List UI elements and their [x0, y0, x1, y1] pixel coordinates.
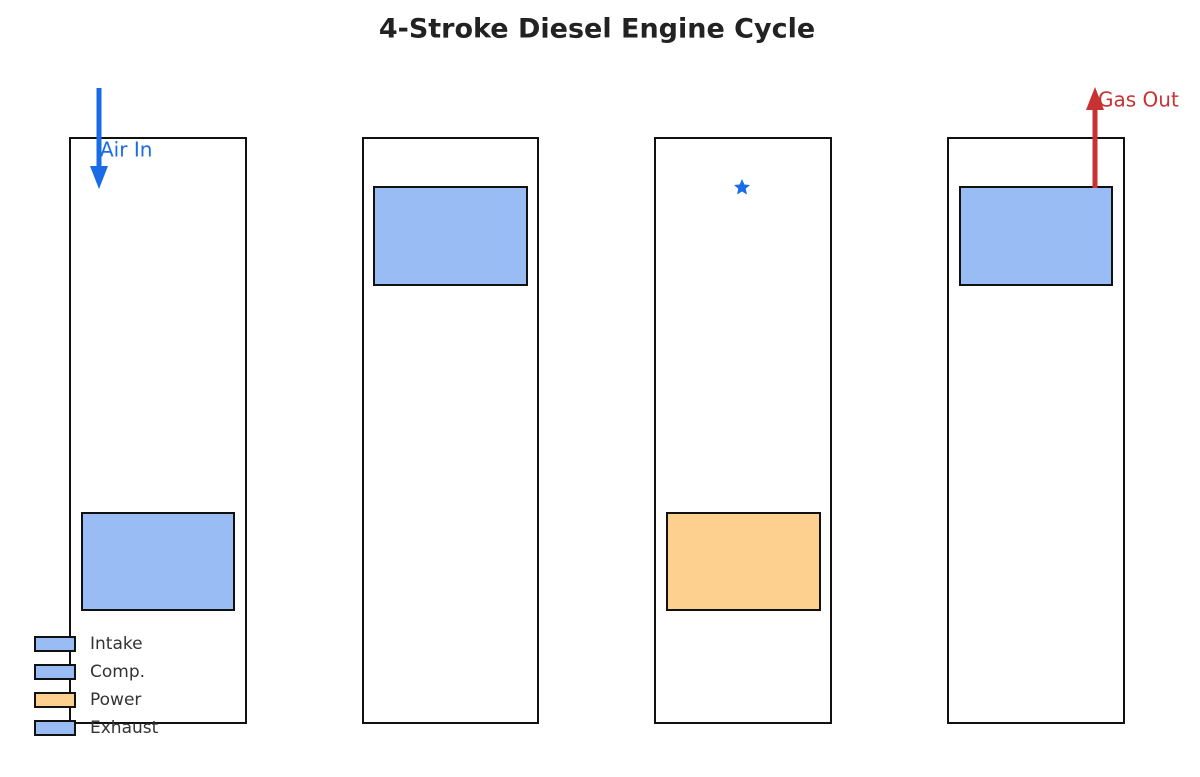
legend-swatch — [34, 692, 76, 708]
legend-swatch — [34, 664, 76, 680]
exhaust-arrow-head — [1086, 87, 1104, 110]
legend-label: Intake — [90, 634, 143, 654]
legend: Intake Comp. Power Exhaust — [34, 634, 159, 738]
gas-out-label: Gas Out — [1098, 88, 1179, 112]
intake-arrow-head — [90, 166, 108, 189]
ignition-star — [734, 179, 750, 195]
piston — [959, 186, 1113, 286]
air-in-label: Air In — [100, 138, 152, 162]
legend-label: Power — [90, 690, 141, 710]
cylinder — [654, 137, 832, 724]
piston — [81, 512, 235, 611]
legend-swatch — [34, 720, 76, 736]
piston — [666, 512, 821, 611]
legend-swatch — [34, 636, 76, 652]
legend-label: Exhaust — [90, 718, 159, 738]
cylinder — [69, 137, 247, 724]
piston — [373, 186, 528, 286]
legend-label: Comp. — [90, 662, 145, 682]
title: 4-Stroke Diesel Engine Cycle — [379, 14, 815, 45]
